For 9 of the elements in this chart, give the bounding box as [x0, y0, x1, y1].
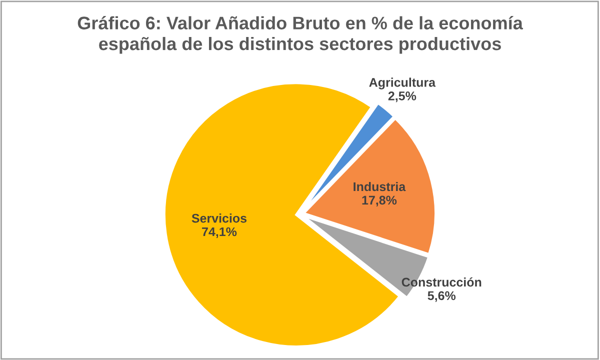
data-label: 74,1%	[202, 227, 237, 238]
chart-title: Gráfico 6: Valor Añadido Bruto en % de la economía española de los distintos sectores productivos	[78, 16, 524, 54]
data-label: 17,8%	[362, 196, 397, 206]
slice-label: Construcción	[402, 277, 482, 287]
data-label: 2,5%	[388, 92, 416, 102]
slice-label: Industria	[354, 182, 406, 192]
slice-label: Servicios	[192, 214, 247, 223]
slice-label: Agricultura	[369, 78, 436, 90]
data-label: 5,6%	[428, 291, 456, 302]
